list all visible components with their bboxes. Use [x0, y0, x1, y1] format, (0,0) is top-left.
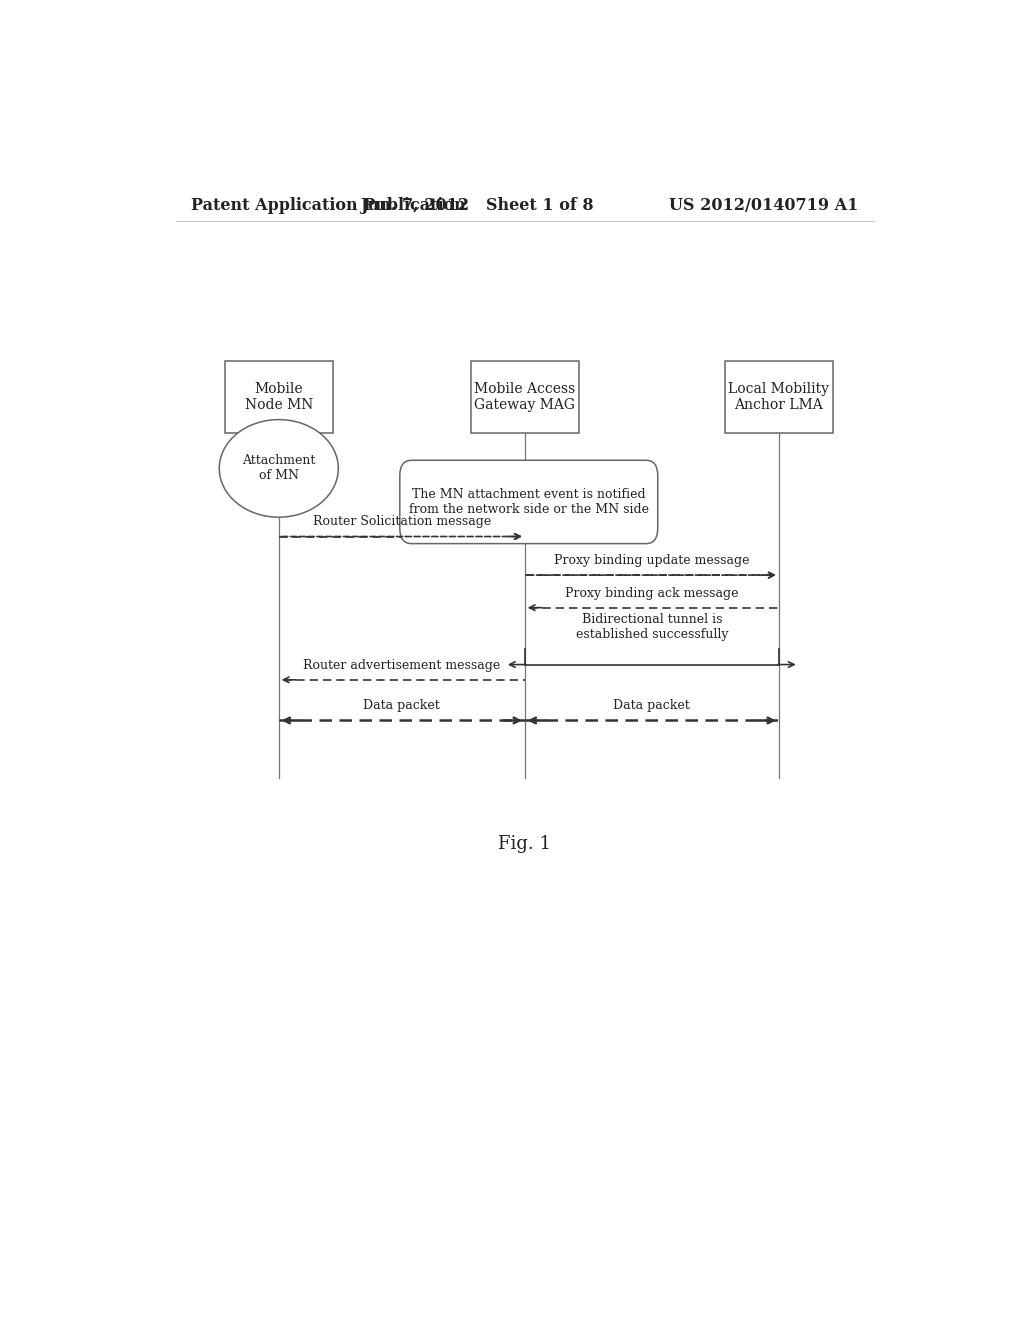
Text: Router Solicitation message: Router Solicitation message [312, 515, 490, 528]
Text: Patent Application Publication: Patent Application Publication [191, 197, 466, 214]
Text: Bidirectional tunnel is
established successfully: Bidirectional tunnel is established succ… [575, 614, 728, 642]
Text: Proxy binding update message: Proxy binding update message [554, 554, 750, 568]
Ellipse shape [219, 420, 338, 517]
Text: Router advertisement message: Router advertisement message [303, 659, 501, 672]
Text: Mobile
Node MN: Mobile Node MN [245, 383, 313, 412]
FancyBboxPatch shape [471, 362, 579, 433]
Text: Data packet: Data packet [613, 700, 690, 713]
Text: Mobile Access
Gateway MAG: Mobile Access Gateway MAG [474, 383, 575, 412]
Text: Jun. 7, 2012   Sheet 1 of 8: Jun. 7, 2012 Sheet 1 of 8 [360, 197, 594, 214]
Text: Attachment
of MN: Attachment of MN [242, 454, 315, 482]
FancyBboxPatch shape [399, 461, 657, 544]
Text: US 2012/0140719 A1: US 2012/0140719 A1 [669, 197, 858, 214]
FancyBboxPatch shape [725, 362, 833, 433]
Text: Data packet: Data packet [364, 700, 440, 713]
Text: Fig. 1: Fig. 1 [499, 836, 551, 854]
Text: Proxy binding ack message: Proxy binding ack message [565, 586, 738, 599]
FancyBboxPatch shape [225, 362, 333, 433]
Text: Local Mobility
Anchor LMA: Local Mobility Anchor LMA [728, 383, 829, 412]
Text: The MN attachment event is notified
from the network side or the MN side: The MN attachment event is notified from… [409, 488, 649, 516]
